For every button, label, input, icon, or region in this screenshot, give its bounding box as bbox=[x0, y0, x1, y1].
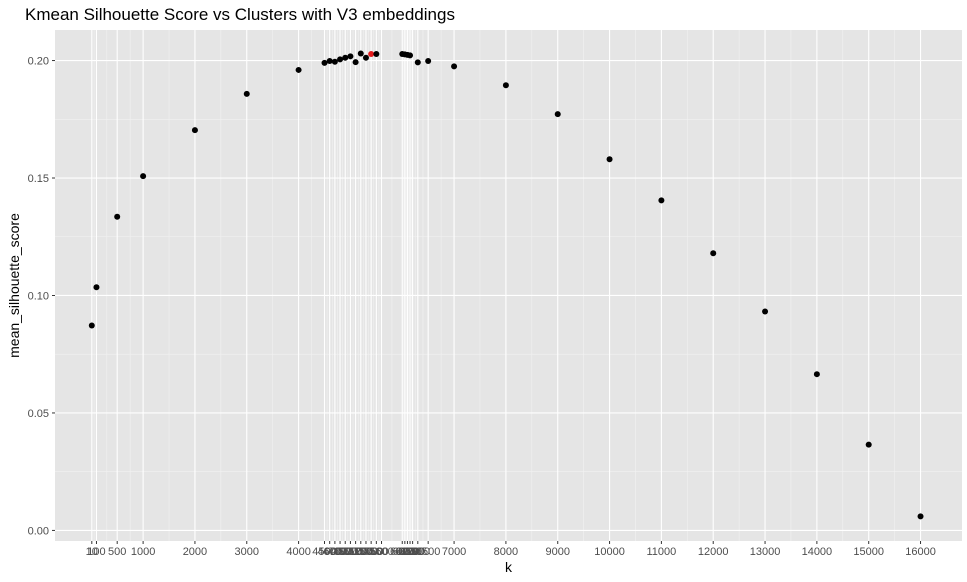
x-tick-label: 8000 bbox=[494, 546, 518, 558]
x-tick-label: 10000 bbox=[594, 546, 625, 558]
data-point bbox=[414, 59, 421, 66]
x-tick-label: 6100 bbox=[395, 546, 419, 558]
data-point bbox=[342, 54, 349, 61]
data-point bbox=[326, 58, 333, 65]
x-tick-label: 6300 bbox=[406, 546, 430, 558]
x-axis-title: k bbox=[505, 559, 513, 575]
data-point bbox=[337, 56, 344, 63]
y-axis-ticks: 0.00 0.05 0.10 0.15 0.20 bbox=[28, 56, 55, 537]
x-tick-label: 5600 bbox=[369, 546, 393, 558]
x-tick-label: 6500 bbox=[416, 546, 440, 558]
x-tick-label: 3000 bbox=[235, 546, 259, 558]
x-tick-label: 5000 bbox=[338, 546, 362, 558]
data-point bbox=[352, 59, 359, 66]
x-tick-label: 5500 bbox=[364, 546, 388, 558]
x-tick-label: 14000 bbox=[802, 546, 833, 558]
data-point bbox=[321, 59, 328, 66]
x-tick-label: 4000 bbox=[286, 546, 310, 558]
data-point bbox=[917, 513, 924, 520]
x-tick-label: 500 bbox=[108, 546, 126, 558]
highlighted-data-point bbox=[368, 50, 375, 57]
y-axis-title: mean_silhouette_score bbox=[6, 213, 22, 358]
y-tick-label: 0.10 bbox=[28, 290, 49, 302]
major-gridlines bbox=[55, 30, 962, 541]
data-point bbox=[295, 66, 302, 73]
x-tick-label: 6150 bbox=[398, 546, 422, 558]
minor-gridlines bbox=[55, 30, 962, 541]
data-point bbox=[865, 441, 872, 448]
x-tick-label: 4600 bbox=[317, 546, 341, 558]
data-point bbox=[362, 54, 369, 61]
x-tick-label: 7000 bbox=[442, 546, 466, 558]
y-tick-label: 0.00 bbox=[28, 525, 49, 537]
data-point bbox=[502, 82, 509, 89]
data-point bbox=[658, 197, 665, 204]
data-point bbox=[88, 322, 95, 329]
y-tick-label: 0.05 bbox=[28, 408, 49, 420]
data-point bbox=[554, 111, 561, 118]
data-point bbox=[93, 284, 100, 291]
data-point bbox=[331, 58, 338, 65]
y-tick-label: 0.20 bbox=[28, 56, 49, 68]
data-point bbox=[606, 156, 613, 163]
x-tick-label: 10 bbox=[86, 546, 98, 558]
data-point bbox=[710, 250, 717, 257]
plot-panel bbox=[55, 30, 962, 541]
data-point bbox=[191, 127, 198, 134]
x-tick-label: 11000 bbox=[647, 546, 677, 558]
x-tick-label: 4500 bbox=[312, 546, 336, 558]
data-point bbox=[140, 173, 147, 180]
x-tick-label: 12000 bbox=[698, 546, 729, 558]
x-tick-label: 6000 bbox=[390, 546, 414, 558]
y-tick-label: 0.15 bbox=[28, 173, 49, 185]
data-point bbox=[357, 50, 364, 57]
chart-title: Kmean Silhouette Score vs Clusters with … bbox=[25, 5, 455, 24]
x-tick-label: 5100 bbox=[343, 546, 367, 558]
data-points bbox=[88, 50, 924, 520]
x-tick-label: 5300 bbox=[354, 546, 378, 558]
data-point bbox=[813, 371, 820, 378]
x-tick-label: 6050 bbox=[393, 546, 417, 558]
data-point bbox=[407, 52, 414, 59]
x-tick-label: 9000 bbox=[545, 546, 569, 558]
data-point bbox=[243, 90, 250, 97]
x-tick-label: 5400 bbox=[359, 546, 383, 558]
data-point bbox=[114, 213, 121, 220]
data-point bbox=[451, 63, 458, 70]
x-tick-label: 5200 bbox=[349, 546, 373, 558]
data-point bbox=[425, 58, 432, 65]
data-point bbox=[347, 53, 354, 60]
x-tick-label: 16000 bbox=[905, 546, 936, 558]
x-tick-label: 4700 bbox=[323, 546, 347, 558]
data-point bbox=[373, 50, 380, 57]
x-tick-label: 1000 bbox=[131, 546, 155, 558]
data-point bbox=[762, 308, 769, 315]
x-tick-label: 6200 bbox=[400, 546, 424, 558]
x-tick-label: 100 bbox=[87, 546, 105, 558]
x-tick-label: 13000 bbox=[750, 546, 781, 558]
x-tick-label: 4900 bbox=[333, 546, 357, 558]
x-tick-label: 2000 bbox=[183, 546, 207, 558]
x-tick-label: 15000 bbox=[853, 546, 884, 558]
x-tick-label: 4800 bbox=[328, 546, 352, 558]
